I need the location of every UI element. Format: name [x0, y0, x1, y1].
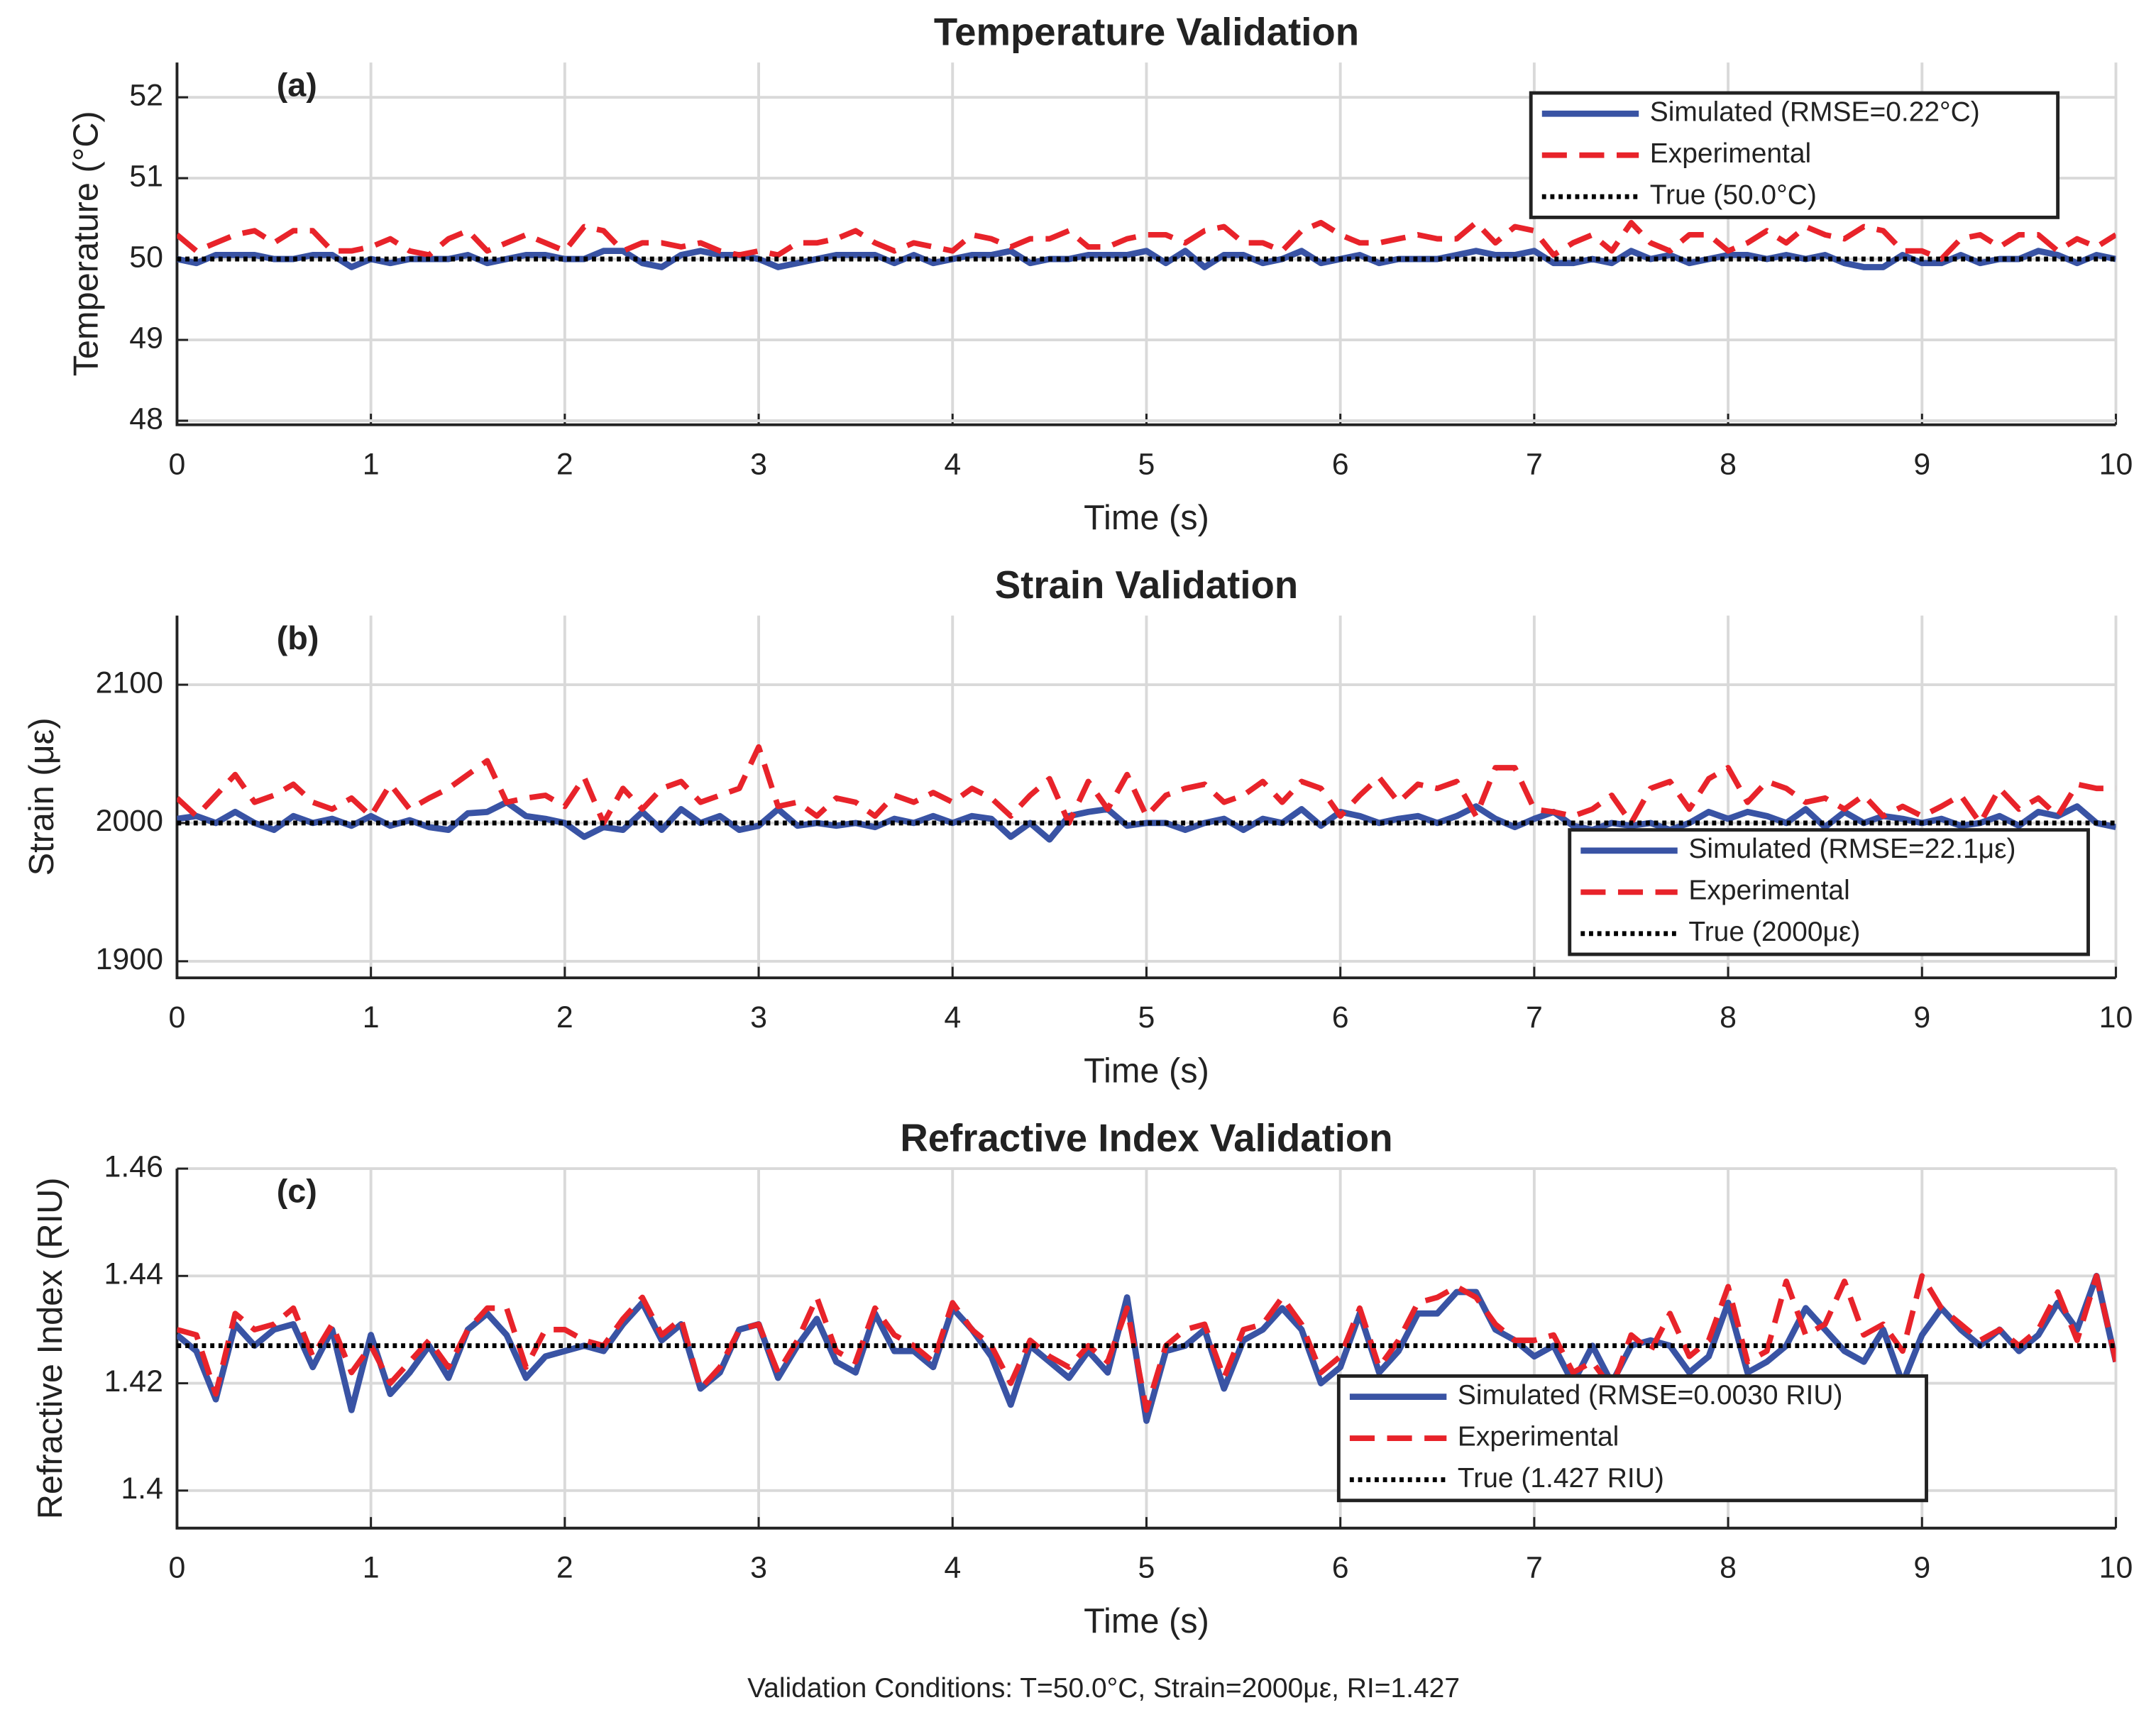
chart-title: Temperature Validation [934, 11, 1359, 54]
axis-line [175, 1169, 2116, 1530]
x-tick-label: 7 [1526, 1551, 1543, 1585]
x-tick-label: 2 [556, 1551, 573, 1585]
legend-label: Experimental [1650, 138, 1811, 169]
series-line [177, 744, 2116, 826]
x-tick-label: 10 [2099, 447, 2133, 481]
series-line [177, 248, 2116, 270]
x-tick-label: 6 [1332, 447, 1349, 481]
x-tick-label: 3 [750, 1551, 767, 1585]
y-tick-label: 50 [129, 240, 163, 274]
y-axis-label: Strain (με) [23, 717, 61, 876]
legend-label: Experimental [1688, 876, 1849, 906]
x-tick-label: 4 [944, 447, 961, 481]
y-tick-label: 51 [129, 159, 163, 193]
axis-line [175, 62, 2116, 426]
y-axis-label: Refractive Index (RIU) [31, 1178, 70, 1520]
x-tick-label: 3 [750, 1000, 767, 1034]
x-tick-label: 10 [2099, 1000, 2133, 1034]
chart-title: Refractive Index Validation [900, 1117, 1392, 1160]
x-tick-label: 1 [363, 1551, 380, 1585]
chart-title: Strain Validation [995, 563, 1298, 607]
y-axis-label: Temperature (°C) [67, 111, 106, 376]
x-tick-label: 8 [1720, 1000, 1737, 1034]
x-axis-label: Time (s) [1084, 1602, 1209, 1640]
x-tick-label: 9 [1913, 447, 1930, 481]
x-tick-label: 0 [169, 447, 186, 481]
panel-label: (c) [277, 1173, 317, 1210]
x-axis-label: Time (s) [1084, 1052, 1209, 1090]
panel-label: (b) [277, 619, 319, 656]
x-tick-label: 0 [169, 1000, 186, 1034]
legend-label: Experimental [1458, 1421, 1619, 1452]
x-tick-label: 1 [363, 447, 380, 481]
x-tick-label: 9 [1913, 1551, 1930, 1585]
series-line [177, 1273, 2116, 1413]
x-tick-label: 5 [1138, 1000, 1155, 1034]
y-tick-label: 1.4 [121, 1472, 163, 1506]
panel-label: (a) [277, 67, 317, 104]
series-line [177, 799, 2116, 843]
x-tick-label: 1 [363, 1000, 380, 1034]
x-tick-label: 10 [2099, 1551, 2133, 1585]
x-tick-label: 0 [169, 1551, 186, 1585]
x-tick-label: 6 [1332, 1551, 1349, 1585]
footer: Validation Conditions: T=50.0°C, Strain=… [747, 1673, 1460, 1704]
legend-label: True (2000με) [1688, 917, 1860, 947]
x-tick-label: 4 [944, 1551, 961, 1585]
y-tick-label: 52 [129, 78, 163, 112]
x-tick-label: 5 [1138, 447, 1155, 481]
y-tick-label: 49 [129, 321, 163, 355]
x-tick-label: 5 [1138, 1551, 1155, 1585]
x-tick-label: 8 [1720, 447, 1737, 481]
x-tick-label: 9 [1913, 1000, 1930, 1034]
y-tick-label: 1.44 [104, 1257, 163, 1291]
x-tick-label: 7 [1526, 1000, 1543, 1034]
y-tick-label: 2000 [96, 804, 163, 838]
legend-label: True (1.427 RIU) [1458, 1463, 1664, 1494]
legend-label: True (50.0°C) [1650, 180, 1817, 210]
y-tick-label: 1.42 [104, 1364, 163, 1398]
legend-label: Simulated (RMSE=0.0030 RIU) [1458, 1380, 1843, 1411]
y-tick-label: 48 [129, 402, 163, 436]
y-tick-label: 2100 [96, 666, 163, 700]
x-tick-label: 4 [944, 1000, 961, 1034]
x-tick-label: 6 [1332, 1000, 1349, 1034]
x-tick-label: 2 [556, 447, 573, 481]
legend-label: Simulated (RMSE=0.22°C) [1650, 97, 1980, 128]
x-axis-label: Time (s) [1084, 499, 1209, 537]
series-line [177, 219, 2116, 262]
x-tick-label: 2 [556, 1000, 573, 1034]
legend-label: Simulated (RMSE=22.1με) [1688, 834, 2015, 864]
axis-line [175, 615, 2116, 980]
x-tick-label: 7 [1526, 447, 1543, 481]
y-tick-label: 1900 [96, 942, 163, 976]
series-line [177, 1272, 2116, 1424]
x-tick-label: 3 [750, 447, 767, 481]
x-tick-label: 8 [1720, 1551, 1737, 1585]
y-tick-label: 1.46 [104, 1149, 163, 1183]
